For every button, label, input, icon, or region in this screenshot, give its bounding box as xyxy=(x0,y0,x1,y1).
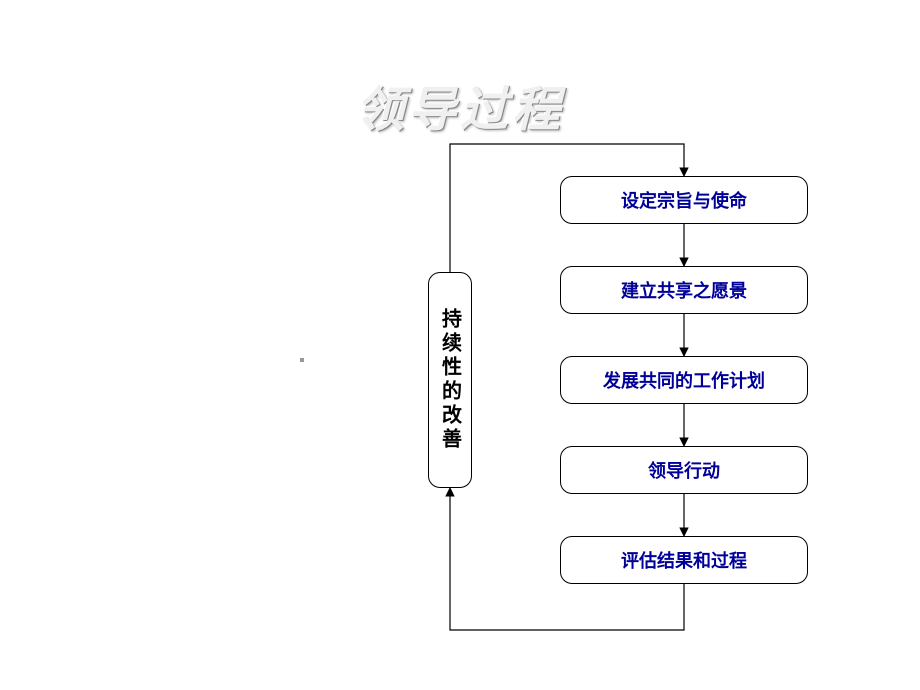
flow-node-label: 发展共同的工作计划 xyxy=(603,367,765,393)
flow-node-plan: 发展共同的工作计划 xyxy=(560,356,808,404)
flow-node-label: 持续性的改善 xyxy=(436,308,465,452)
flow-node-action: 领导行动 xyxy=(560,446,808,494)
flow-node-label: 评估结果和过程 xyxy=(621,547,747,573)
slide-title: 领导过程 xyxy=(356,70,564,140)
flow-node-mission: 设定宗旨与使命 xyxy=(560,176,808,224)
slide: 领导过程 设定宗旨与使命 建立共享之愿景 发展共同的工作计划 领导行动 评估结果… xyxy=(0,0,920,690)
flow-node-improve: 持续性的改善 xyxy=(428,272,472,488)
flow-node-label: 领导行动 xyxy=(648,457,720,483)
decorative-dot xyxy=(300,358,304,362)
flow-node-evaluate: 评估结果和过程 xyxy=(560,536,808,584)
flow-node-label: 建立共享之愿景 xyxy=(621,277,747,303)
flow-node-vision: 建立共享之愿景 xyxy=(560,266,808,314)
flow-node-label: 设定宗旨与使命 xyxy=(621,187,747,213)
